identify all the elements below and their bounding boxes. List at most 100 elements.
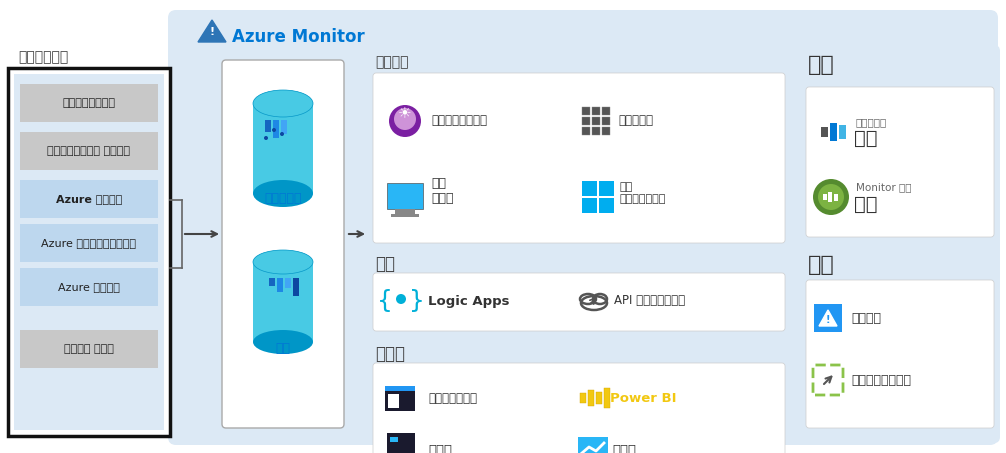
Bar — [388, 394, 399, 408]
Bar — [830, 123, 837, 141]
Bar — [823, 194, 827, 200]
Circle shape — [264, 136, 268, 140]
Ellipse shape — [253, 180, 313, 207]
Text: ビュー: ビュー — [612, 444, 636, 453]
Text: Azure リソース: Azure リソース — [56, 194, 122, 204]
Bar — [599, 198, 614, 213]
Bar — [582, 127, 590, 135]
Text: Logic Apps: Logic Apps — [428, 294, 509, 308]
Bar — [599, 181, 614, 196]
Circle shape — [818, 184, 844, 210]
Circle shape — [389, 105, 421, 137]
Text: コンテナー: コンテナー — [618, 115, 653, 127]
Text: アラート: アラート — [851, 312, 881, 324]
FancyBboxPatch shape — [373, 73, 785, 243]
Bar — [580, 393, 586, 403]
Text: 自動スケーリング: 自動スケーリング — [851, 374, 911, 386]
Text: 視覚化: 視覚化 — [375, 345, 405, 363]
FancyBboxPatch shape — [800, 45, 1000, 443]
FancyBboxPatch shape — [168, 10, 998, 445]
Text: Azure サブスクリプション: Azure サブスクリプション — [41, 238, 137, 248]
Bar — [588, 390, 594, 406]
Text: Azure Monitor: Azure Monitor — [232, 28, 365, 46]
Text: Monitor ログ: Monitor ログ — [856, 182, 911, 192]
Bar — [285, 278, 291, 288]
Text: カスタム ソース: カスタム ソース — [64, 344, 114, 354]
Bar — [390, 437, 398, 442]
Text: 分析情報: 分析情報 — [375, 55, 408, 69]
Bar — [592, 127, 600, 135]
Text: 分析: 分析 — [854, 195, 877, 214]
Circle shape — [396, 294, 406, 304]
Text: 分析: 分析 — [854, 129, 877, 148]
Text: {  }: { } — [377, 289, 425, 313]
Text: アプリケーション: アプリケーション — [62, 98, 116, 108]
Circle shape — [813, 179, 849, 215]
Circle shape — [280, 132, 284, 136]
FancyBboxPatch shape — [373, 273, 785, 331]
Bar — [604, 388, 610, 408]
Bar — [582, 117, 590, 125]
Bar — [14, 74, 164, 430]
Text: !: ! — [209, 27, 214, 37]
Bar — [20, 224, 158, 262]
Bar — [20, 84, 158, 122]
Ellipse shape — [253, 250, 313, 274]
Text: データソース: データソース — [18, 50, 68, 64]
Bar — [253, 103, 313, 193]
Bar — [602, 107, 610, 115]
Text: 仮想
マシン: 仮想 マシン — [431, 177, 454, 205]
Text: 対応: 対応 — [808, 255, 835, 275]
Bar — [395, 209, 415, 214]
Bar — [582, 181, 597, 196]
Polygon shape — [819, 310, 837, 326]
Bar — [578, 437, 608, 453]
Bar — [391, 214, 420, 217]
Text: 分析: 分析 — [808, 55, 835, 75]
Text: Power BI: Power BI — [610, 391, 676, 405]
Bar — [821, 127, 828, 137]
Circle shape — [272, 128, 276, 132]
Text: 統合: 統合 — [375, 255, 395, 273]
Bar — [281, 120, 287, 134]
Bar — [265, 120, 271, 132]
Text: メトリック: メトリック — [856, 117, 887, 127]
Bar — [592, 117, 600, 125]
Polygon shape — [198, 20, 226, 42]
Text: !: ! — [826, 315, 830, 325]
Text: 監視
ソリューション: 監視 ソリューション — [620, 182, 666, 204]
Bar — [293, 278, 299, 296]
Bar — [20, 330, 158, 368]
Bar — [385, 386, 415, 391]
Bar — [387, 433, 415, 453]
Ellipse shape — [253, 250, 313, 274]
Bar — [839, 125, 846, 139]
FancyBboxPatch shape — [806, 87, 994, 237]
Bar — [602, 127, 610, 135]
Ellipse shape — [253, 90, 313, 117]
Bar — [387, 183, 423, 209]
Bar — [20, 180, 158, 218]
Text: ダッシュボード: ダッシュボード — [428, 391, 477, 405]
Bar — [602, 117, 610, 125]
FancyBboxPatch shape — [222, 60, 344, 428]
Bar — [596, 392, 602, 404]
Text: ☀: ☀ — [398, 106, 411, 120]
FancyBboxPatch shape — [365, 45, 795, 443]
Bar — [582, 107, 590, 115]
Bar — [20, 132, 158, 170]
Ellipse shape — [253, 330, 313, 354]
Bar — [269, 278, 275, 286]
Text: オペレーティング システム: オペレーティング システム — [47, 146, 131, 156]
Bar — [814, 304, 842, 332]
Bar — [8, 68, 170, 436]
Bar — [273, 120, 279, 138]
Bar — [834, 193, 838, 201]
Circle shape — [394, 108, 416, 130]
Bar — [592, 107, 600, 115]
Bar — [828, 192, 832, 202]
Ellipse shape — [253, 90, 313, 117]
Bar — [253, 262, 313, 342]
Bar — [582, 198, 597, 213]
Text: API のエクスポート: API のエクスポート — [614, 294, 685, 308]
